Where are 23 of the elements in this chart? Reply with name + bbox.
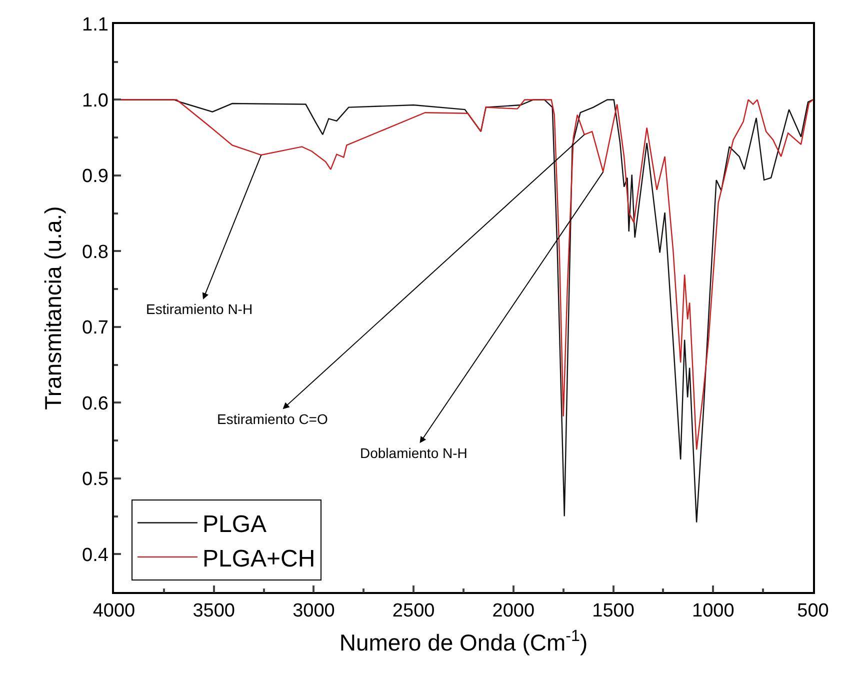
x-tick-label: 2000	[492, 600, 535, 622]
y-tick-label: 1.1	[82, 14, 108, 36]
annotation: Doblamiento N-H	[360, 445, 468, 461]
x-axis-title: Numero de Onda (Cm$^{-1}$)	[339, 626, 588, 656]
y-axis-title: Transmitancia (u.a.)	[40, 206, 66, 410]
annotation: Estiramiento C=O	[217, 411, 328, 427]
y-tick-label: 0.7	[82, 318, 108, 339]
legend-label: PLGA+CH	[202, 545, 316, 572]
x-tick-label: 3000	[292, 600, 335, 622]
x-tick-label: 1500	[592, 600, 634, 622]
x-tick-label: 1000	[692, 600, 734, 622]
legend-label: PLGA	[202, 511, 267, 538]
annotation: Estiramiento N-H	[146, 301, 253, 317]
x-tick-label: 4000	[92, 600, 136, 622]
y-tick-label: 0.6	[82, 393, 108, 414]
y-tick-label: 0.8	[82, 242, 108, 263]
y-tick-label: 0.9	[82, 166, 108, 188]
y-tick-label: 1.0	[82, 90, 108, 112]
x-tick-label: 3500	[192, 600, 235, 622]
x-tick-label: 2500	[392, 600, 435, 622]
y-tick-label: 0.5	[82, 469, 108, 490]
x-tick-label: 500	[797, 600, 829, 622]
y-tick-label: 0.4	[82, 544, 109, 566]
